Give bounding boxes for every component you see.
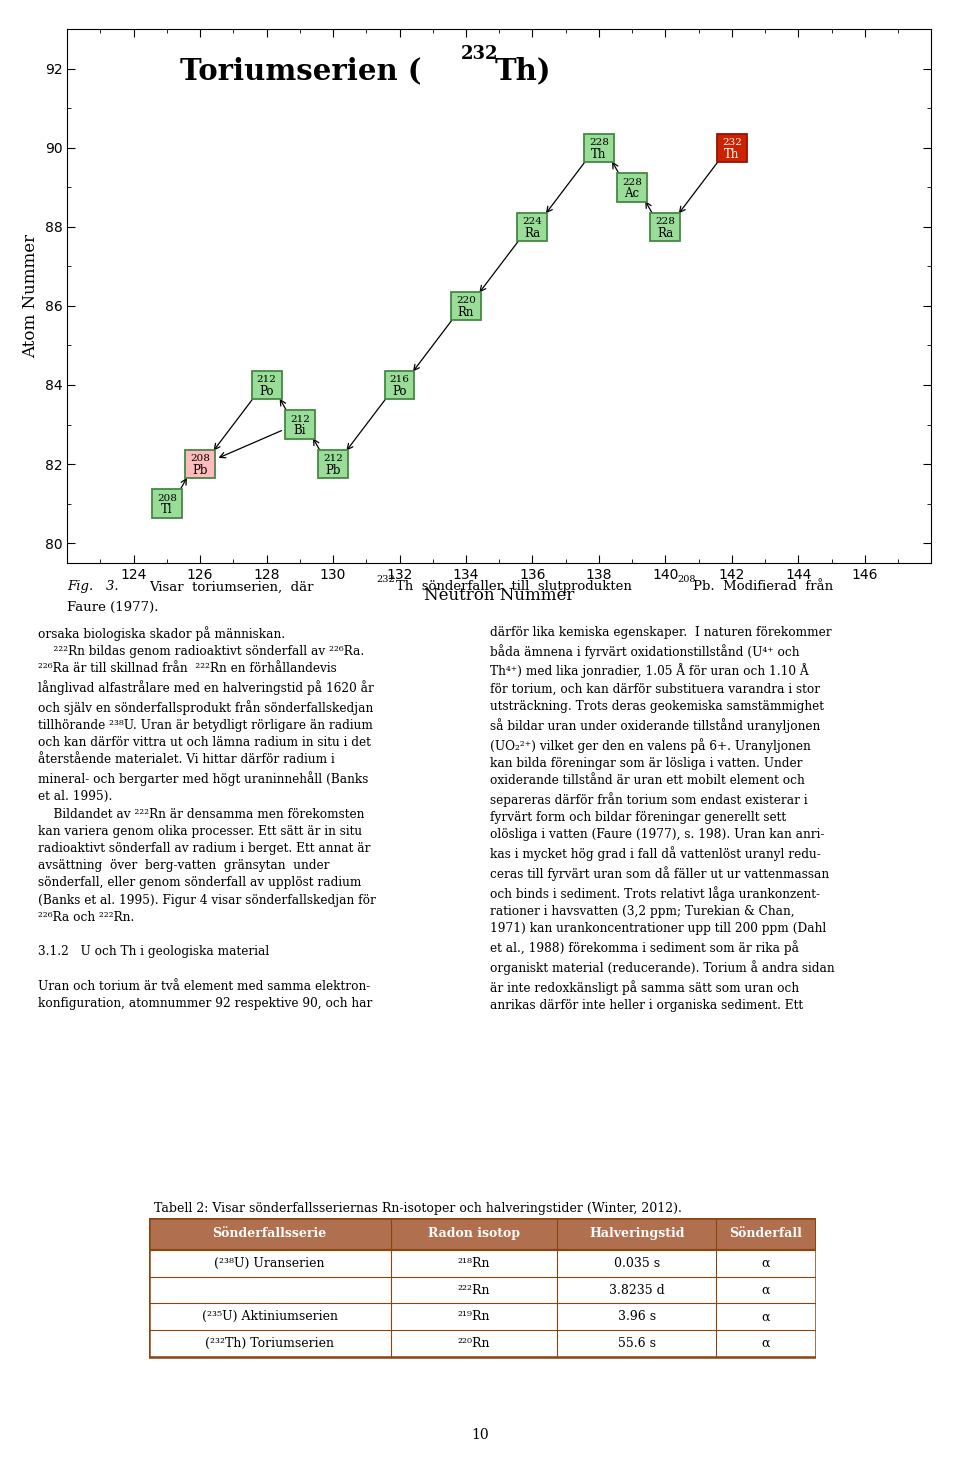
Text: Sönderfallsserie: Sönderfallsserie	[212, 1228, 326, 1240]
Text: (²³⁵U) Aktiniumserien: (²³⁵U) Aktiniumserien	[202, 1310, 338, 1323]
Text: 0.035 s: 0.035 s	[613, 1257, 660, 1270]
Bar	[385, 371, 415, 399]
Text: ²²⁰Rn: ²²⁰Rn	[458, 1338, 491, 1349]
Text: 232: 232	[376, 575, 396, 583]
Text: orsaka biologiska skador på människan.
    ²²²Rn bildas genom radioaktivt sönder: orsaka biologiska skador på människan. ²…	[38, 626, 376, 1010]
Text: Visar  toriumserien,  där: Visar toriumserien, där	[149, 580, 322, 594]
Text: 212: 212	[290, 415, 310, 424]
Text: Ra: Ra	[658, 227, 673, 240]
Text: Pb: Pb	[192, 463, 208, 477]
Text: Th: Th	[724, 148, 739, 161]
Bar	[152, 490, 181, 518]
Text: Tabell 2: Visar sönderfallsseriernas Rn-isotoper och halveringstider (Winter, 20: Tabell 2: Visar sönderfallsseriernas Rn-…	[154, 1202, 682, 1215]
Bar	[517, 212, 547, 241]
Text: Toriumserien (: Toriumserien (	[180, 56, 421, 85]
Text: Th: Th	[591, 148, 607, 161]
Bar	[650, 212, 681, 241]
Text: ²¹⁸Rn: ²¹⁸Rn	[458, 1257, 491, 1270]
Text: α: α	[761, 1284, 770, 1297]
Text: Fig.   3.: Fig. 3.	[67, 580, 119, 594]
Text: 212: 212	[324, 455, 343, 463]
Text: Ac: Ac	[625, 187, 639, 200]
Text: 55.6 s: 55.6 s	[617, 1338, 656, 1349]
Bar	[185, 450, 215, 478]
Text: 3.8235 d: 3.8235 d	[609, 1284, 664, 1297]
Text: 216: 216	[390, 376, 410, 385]
Text: Faure (1977).: Faure (1977).	[67, 601, 158, 614]
Text: α: α	[761, 1338, 770, 1349]
Text: 10: 10	[471, 1427, 489, 1442]
Text: ²¹⁹Rn: ²¹⁹Rn	[458, 1310, 491, 1323]
Text: Bi: Bi	[294, 424, 306, 437]
Text: α: α	[761, 1310, 770, 1323]
Text: Sönderfall: Sönderfall	[730, 1228, 803, 1240]
Bar	[149, 1250, 816, 1276]
Text: Po: Po	[259, 385, 274, 398]
Text: (²³²Th) Toriumserien: (²³²Th) Toriumserien	[205, 1338, 334, 1349]
Bar	[451, 292, 481, 320]
X-axis label: Neutron Nummer: Neutron Nummer	[424, 588, 574, 604]
Bar	[252, 371, 281, 399]
Bar	[149, 1330, 816, 1357]
Bar	[717, 133, 747, 162]
Bar	[617, 173, 647, 202]
Text: Pb: Pb	[325, 463, 341, 477]
Text: 228: 228	[656, 218, 675, 227]
Text: 232: 232	[460, 45, 498, 63]
Text: 228: 228	[622, 178, 642, 187]
Y-axis label: Atom Nummer: Atom Nummer	[22, 234, 39, 358]
Text: därför lika kemiska egenskaper.  I naturen förekommer
båda ämnena i fyrvärt oxid: därför lika kemiska egenskaper. I nature…	[490, 626, 834, 1012]
Text: 208: 208	[678, 575, 696, 583]
Bar	[584, 133, 613, 162]
Text: ²²²Rn: ²²²Rn	[458, 1284, 491, 1297]
Text: α: α	[761, 1257, 770, 1270]
Text: Ra: Ra	[524, 227, 540, 240]
Text: 3.96 s: 3.96 s	[617, 1310, 656, 1323]
Text: Radon isotop: Radon isotop	[428, 1228, 520, 1240]
Text: 232: 232	[722, 139, 742, 148]
Bar	[318, 450, 348, 478]
Text: Halveringstid: Halveringstid	[588, 1228, 684, 1240]
Text: (²³⁸U) Uranserien: (²³⁸U) Uranserien	[214, 1257, 325, 1270]
Text: 224: 224	[522, 218, 542, 227]
Text: 220: 220	[456, 297, 476, 306]
Bar	[285, 411, 315, 439]
Bar	[149, 1276, 816, 1304]
Text: Po: Po	[393, 385, 407, 398]
Text: 208: 208	[190, 455, 210, 463]
Text: Pb.  Modifierad  från: Pb. Modifierad från	[693, 580, 833, 594]
Text: Rn: Rn	[458, 306, 474, 319]
Text: 208: 208	[156, 494, 177, 503]
Text: 228: 228	[588, 139, 609, 148]
Text: Tl: Tl	[161, 503, 173, 516]
Text: 212: 212	[256, 376, 276, 385]
Text: Th): Th)	[495, 56, 551, 85]
Bar	[149, 1218, 816, 1250]
Bar	[149, 1218, 816, 1357]
Text: Th  sönderfaller  till  slutprodukten: Th sönderfaller till slutprodukten	[396, 580, 641, 594]
Bar	[149, 1304, 816, 1330]
